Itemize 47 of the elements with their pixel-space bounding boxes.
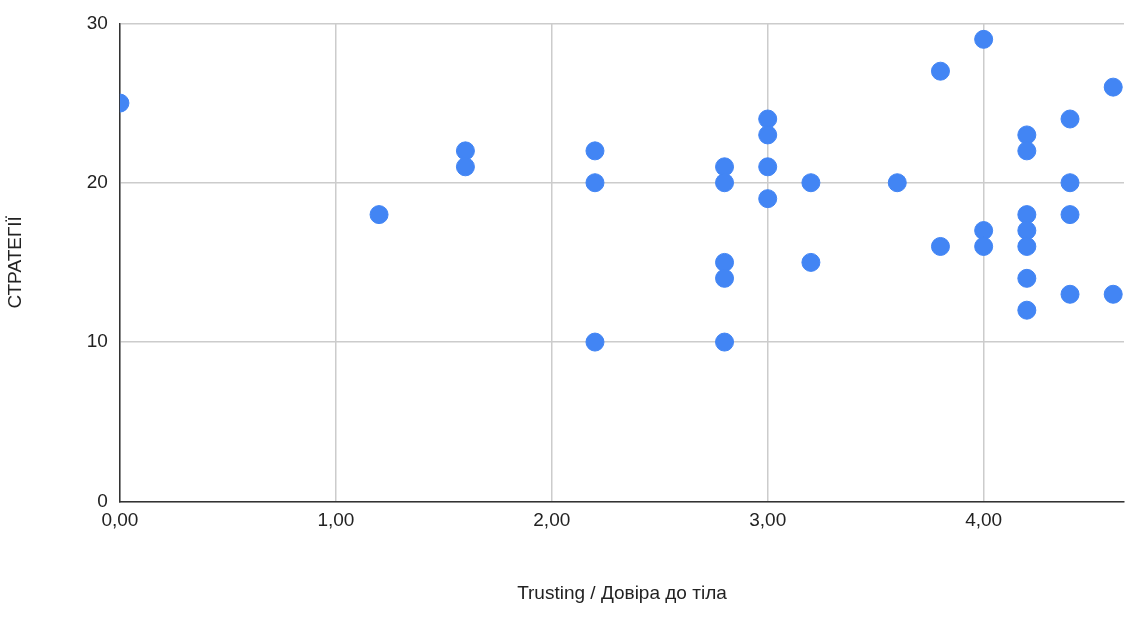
point	[715, 157, 735, 177]
point	[758, 109, 778, 129]
point	[1060, 284, 1080, 304]
x-axis-title: Trusting / Довіра до тіла	[517, 581, 728, 603]
point	[1017, 125, 1037, 145]
point	[715, 268, 735, 288]
point	[455, 157, 475, 177]
point	[1103, 284, 1123, 304]
point	[1017, 221, 1037, 241]
x-tick-label: 2,00	[533, 509, 571, 531]
y-tick-label: 20	[86, 170, 108, 192]
point	[1017, 268, 1037, 288]
point	[1103, 77, 1123, 97]
point	[930, 61, 950, 81]
point	[369, 205, 389, 225]
point	[1017, 205, 1037, 225]
point	[801, 173, 821, 193]
x-tick-label: 0,00	[101, 509, 139, 531]
y-tick-label: 10	[86, 330, 108, 352]
point	[974, 29, 994, 49]
point	[1060, 109, 1080, 129]
point	[715, 332, 735, 352]
x-tick-label: 4,00	[965, 509, 1003, 531]
point	[758, 157, 778, 177]
point	[758, 125, 778, 145]
point	[1017, 141, 1037, 161]
point	[758, 189, 778, 209]
y-axis-title: СТРАТЕГІЇ	[3, 215, 25, 309]
point	[585, 332, 605, 352]
point	[974, 221, 994, 241]
point	[715, 173, 735, 193]
y-tick-label: 30	[86, 11, 108, 33]
point	[1060, 173, 1080, 193]
point	[974, 236, 994, 256]
point	[1060, 205, 1080, 225]
point	[715, 252, 735, 272]
point	[455, 141, 475, 161]
x-tick-label: 1,00	[317, 509, 355, 531]
point	[887, 173, 907, 193]
y-tick-label: 0	[97, 489, 108, 511]
point	[1017, 236, 1037, 256]
point	[801, 252, 821, 272]
point	[930, 236, 950, 256]
point	[585, 141, 605, 161]
x-tick-label: 3,00	[749, 509, 787, 531]
point	[1017, 300, 1037, 320]
point	[585, 173, 605, 193]
